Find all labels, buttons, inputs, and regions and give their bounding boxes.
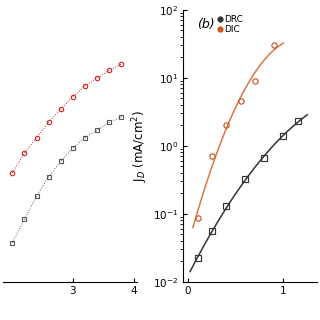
Legend: DRC, DIC: DRC, DIC [217,14,244,35]
Text: (b): (b) [197,18,214,31]
Y-axis label: J$_D$ (mA/cm$^2$): J$_D$ (mA/cm$^2$) [131,110,150,181]
